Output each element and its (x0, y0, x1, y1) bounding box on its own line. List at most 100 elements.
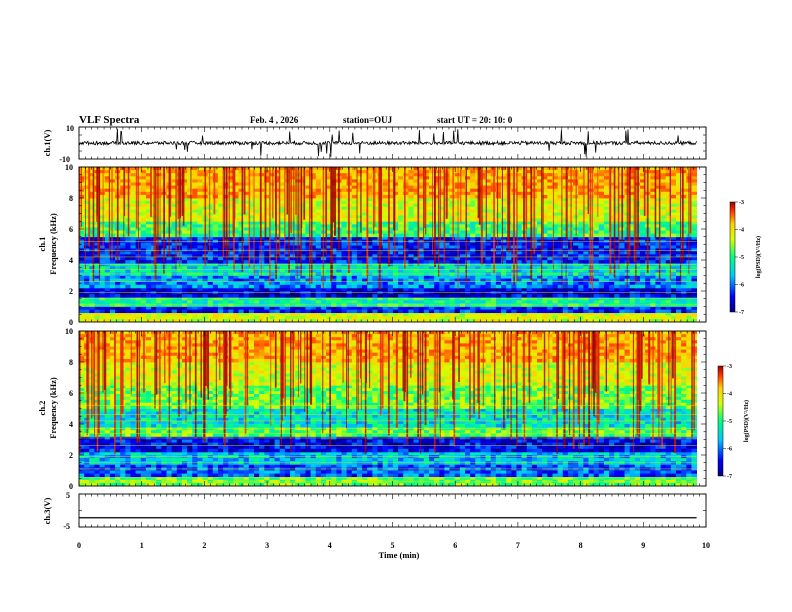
spec-cell (557, 206, 564, 211)
spec-cell (614, 221, 620, 225)
spec-cell (140, 221, 147, 225)
spec-cell (526, 266, 533, 270)
spec-cell (156, 200, 162, 205)
spec-cell (192, 209, 198, 213)
spec-cell (259, 218, 265, 222)
spec-cell (434, 251, 440, 255)
spec-cell (562, 254, 569, 258)
spec-cell (135, 284, 142, 289)
spec-cell (233, 209, 239, 213)
spec-cell (392, 242, 399, 246)
spec-cell (639, 212, 646, 216)
spec-cell (464, 254, 471, 258)
spec-cell (449, 198, 456, 202)
spec-cell (315, 242, 322, 246)
spec-cell (233, 312, 239, 317)
spec-cell (428, 312, 435, 317)
spec-cell (346, 287, 353, 292)
spec-cell (356, 200, 363, 205)
spec-cell (583, 218, 589, 222)
spec-cell (583, 248, 589, 252)
spec-cell (691, 318, 697, 322)
spec-cell (670, 266, 677, 270)
spec-cell (557, 224, 564, 228)
spec-cell (279, 287, 286, 292)
spec-cell (94, 242, 100, 246)
spec-cell (439, 309, 445, 314)
spec-cell (531, 281, 538, 286)
spec-cell (490, 309, 497, 314)
spec-cell (583, 260, 589, 264)
spec-cell (109, 198, 116, 202)
spec-cell (145, 254, 152, 258)
spec-cell (135, 287, 142, 292)
spec-cell (212, 269, 219, 273)
spec-cell (676, 236, 682, 241)
spec-cell (593, 254, 600, 258)
spec-cell (434, 224, 440, 228)
spec-cell (315, 198, 322, 202)
spec-cell (104, 245, 111, 249)
spec-cell (243, 230, 250, 235)
spec-cell (125, 254, 131, 258)
spec-cell (547, 227, 553, 231)
spec-cell (331, 245, 337, 249)
spec-cell (109, 215, 116, 219)
spec-cell (284, 287, 291, 292)
spec-cell (639, 281, 646, 286)
spec-cell (645, 287, 651, 292)
spec-cell (259, 224, 265, 228)
spec-cell (454, 212, 461, 216)
spec-cell (290, 306, 296, 310)
spec-cell (300, 260, 306, 264)
spec-cell (207, 260, 214, 264)
spec-cell (495, 278, 502, 283)
spec-cell (156, 212, 162, 216)
spec-cell (233, 203, 239, 208)
spec-cell (495, 236, 502, 241)
spec-cell (552, 242, 559, 246)
spec-cell (259, 254, 265, 258)
spec-cell (444, 281, 450, 286)
spec-cell (660, 251, 667, 255)
spec-cell (305, 312, 311, 317)
spec-cell (367, 227, 373, 231)
spec-cell (305, 198, 311, 202)
spec-cell (459, 269, 466, 273)
spec-cell (362, 215, 368, 219)
spec-cell (269, 318, 275, 322)
spec-cell (295, 233, 301, 238)
spec-cell (372, 306, 378, 310)
spec-cell (531, 287, 538, 292)
spec-cell (624, 312, 631, 317)
spec-cell (253, 251, 260, 255)
spec-cell (557, 218, 564, 222)
spec-cell (331, 251, 337, 255)
spec-cell (171, 287, 178, 292)
spec-cell (79, 254, 85, 258)
spec-cell (362, 309, 368, 314)
spec-cell (120, 206, 126, 211)
spec-cell (228, 221, 234, 225)
spec-cell (207, 230, 214, 235)
spec-cell (686, 275, 692, 279)
spec-cell (598, 209, 605, 213)
spec-cell (418, 269, 425, 273)
spec-cell (506, 266, 512, 270)
spec-cell (228, 294, 234, 298)
spec-cell (151, 284, 157, 289)
spec-cell (212, 209, 219, 213)
spec-cell (634, 248, 641, 252)
spec-cell (367, 221, 373, 225)
spec-cell (331, 257, 337, 261)
spec-cell (315, 318, 322, 322)
spec-cell (526, 224, 533, 228)
spec-cell (228, 275, 234, 279)
spec-cell (197, 260, 203, 264)
spec-cell (300, 318, 306, 322)
spec-cell (655, 287, 661, 292)
spec-cell (562, 294, 569, 298)
spec-cell (537, 300, 543, 304)
spec-cell (413, 236, 420, 241)
spec-cell (428, 245, 435, 249)
